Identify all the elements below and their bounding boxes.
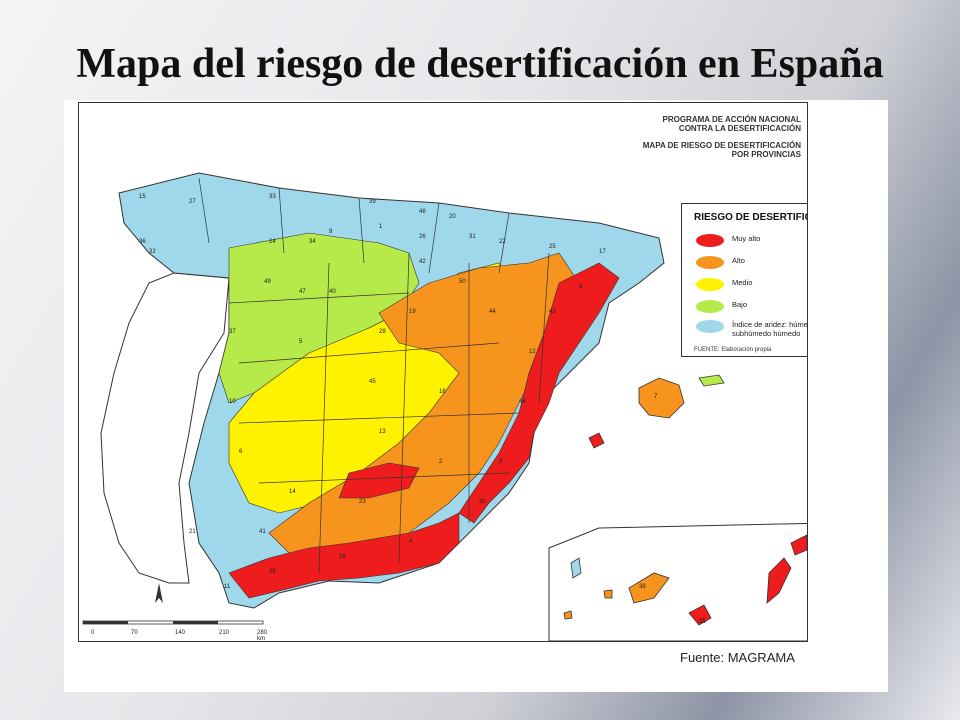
ibiza-island bbox=[588, 432, 605, 449]
scale-label: 140 bbox=[175, 630, 186, 636]
scale-label: 280 km bbox=[257, 630, 268, 642]
tenerife-island bbox=[628, 572, 670, 604]
legend-item-alto: Alto bbox=[696, 256, 807, 269]
program-line: MAPA DE RIESGO DE DESERTIFICACIÓN bbox=[642, 141, 801, 150]
muy-alto-region-south bbox=[228, 512, 460, 599]
muy-alto-region-central bbox=[338, 462, 420, 499]
legend-item-medio: Medio bbox=[696, 278, 807, 291]
canarias-inset-border bbox=[548, 522, 807, 641]
legend-label: Muy alto bbox=[732, 234, 761, 243]
page-title: Mapa del riesgo de desertificación en Es… bbox=[76, 41, 884, 87]
program-line: POR PROVINCIAS bbox=[731, 150, 801, 159]
scale-labels: 0 70 140 210 280 km bbox=[91, 630, 271, 642]
hierro-island bbox=[563, 610, 573, 620]
scale-label: 210 bbox=[219, 630, 230, 636]
scale-label: 70 bbox=[131, 630, 138, 636]
legend-swatch bbox=[696, 234, 724, 247]
program-line: CONTRA LA DESERTIFICACIÓN bbox=[678, 124, 801, 133]
legend-source: FUENTE: Elaboración propia bbox=[694, 347, 772, 353]
legend-item-muy-alto: Muy alto bbox=[696, 234, 807, 247]
legend-swatch bbox=[696, 300, 724, 313]
spain-risk-map bbox=[82, 172, 807, 641]
legend-swatch bbox=[696, 278, 724, 291]
fuerteventura-island bbox=[766, 557, 792, 604]
la-palma-island bbox=[570, 557, 582, 579]
portugal-outline bbox=[100, 272, 230, 584]
gran-canaria-island bbox=[688, 604, 712, 626]
scale-bar bbox=[82, 620, 264, 625]
legend-swatch bbox=[696, 256, 724, 269]
north-arrow-icon bbox=[155, 583, 163, 603]
lanzarote-island bbox=[790, 534, 807, 556]
scale-label: 0 bbox=[91, 630, 95, 636]
legend-label: Alto bbox=[732, 256, 745, 265]
map-legend: RIESGO DE DESERTIFICACIÓN Muy alto Alto … bbox=[681, 203, 808, 357]
map-frame: PROGRAMA DE ACCIÓN NACIONAL CONTRA LA DE… bbox=[78, 102, 808, 642]
mallorca-island bbox=[638, 377, 685, 419]
legend-title: RIESGO DE DESERTIFICACIÓN bbox=[694, 212, 807, 223]
map-program-title: PROGRAMA DE ACCIÓN NACIONAL CONTRA LA DE… bbox=[581, 115, 801, 159]
gomera-island bbox=[603, 589, 613, 599]
legend-item-bajo: Bajo bbox=[696, 300, 807, 313]
map-panel: PROGRAMA DE ACCIÓN NACIONAL CONTRA LA DE… bbox=[64, 100, 888, 692]
province-boundaries bbox=[198, 177, 550, 574]
program-line: PROGRAMA DE ACCIÓN NACIONAL bbox=[662, 115, 801, 124]
menorca-island bbox=[698, 374, 725, 387]
source-note: Fuente: MAGRAMA bbox=[680, 650, 795, 665]
legend-label: Índice de aridez: húmedo o subhúmedo húm… bbox=[732, 320, 808, 338]
legend-label: Bajo bbox=[732, 300, 748, 309]
legend-item-humedo: Índice de aridez: húmedo o subhúmedo húm… bbox=[696, 320, 808, 338]
legend-swatch bbox=[696, 320, 724, 333]
legend-label: Medio bbox=[732, 278, 753, 287]
